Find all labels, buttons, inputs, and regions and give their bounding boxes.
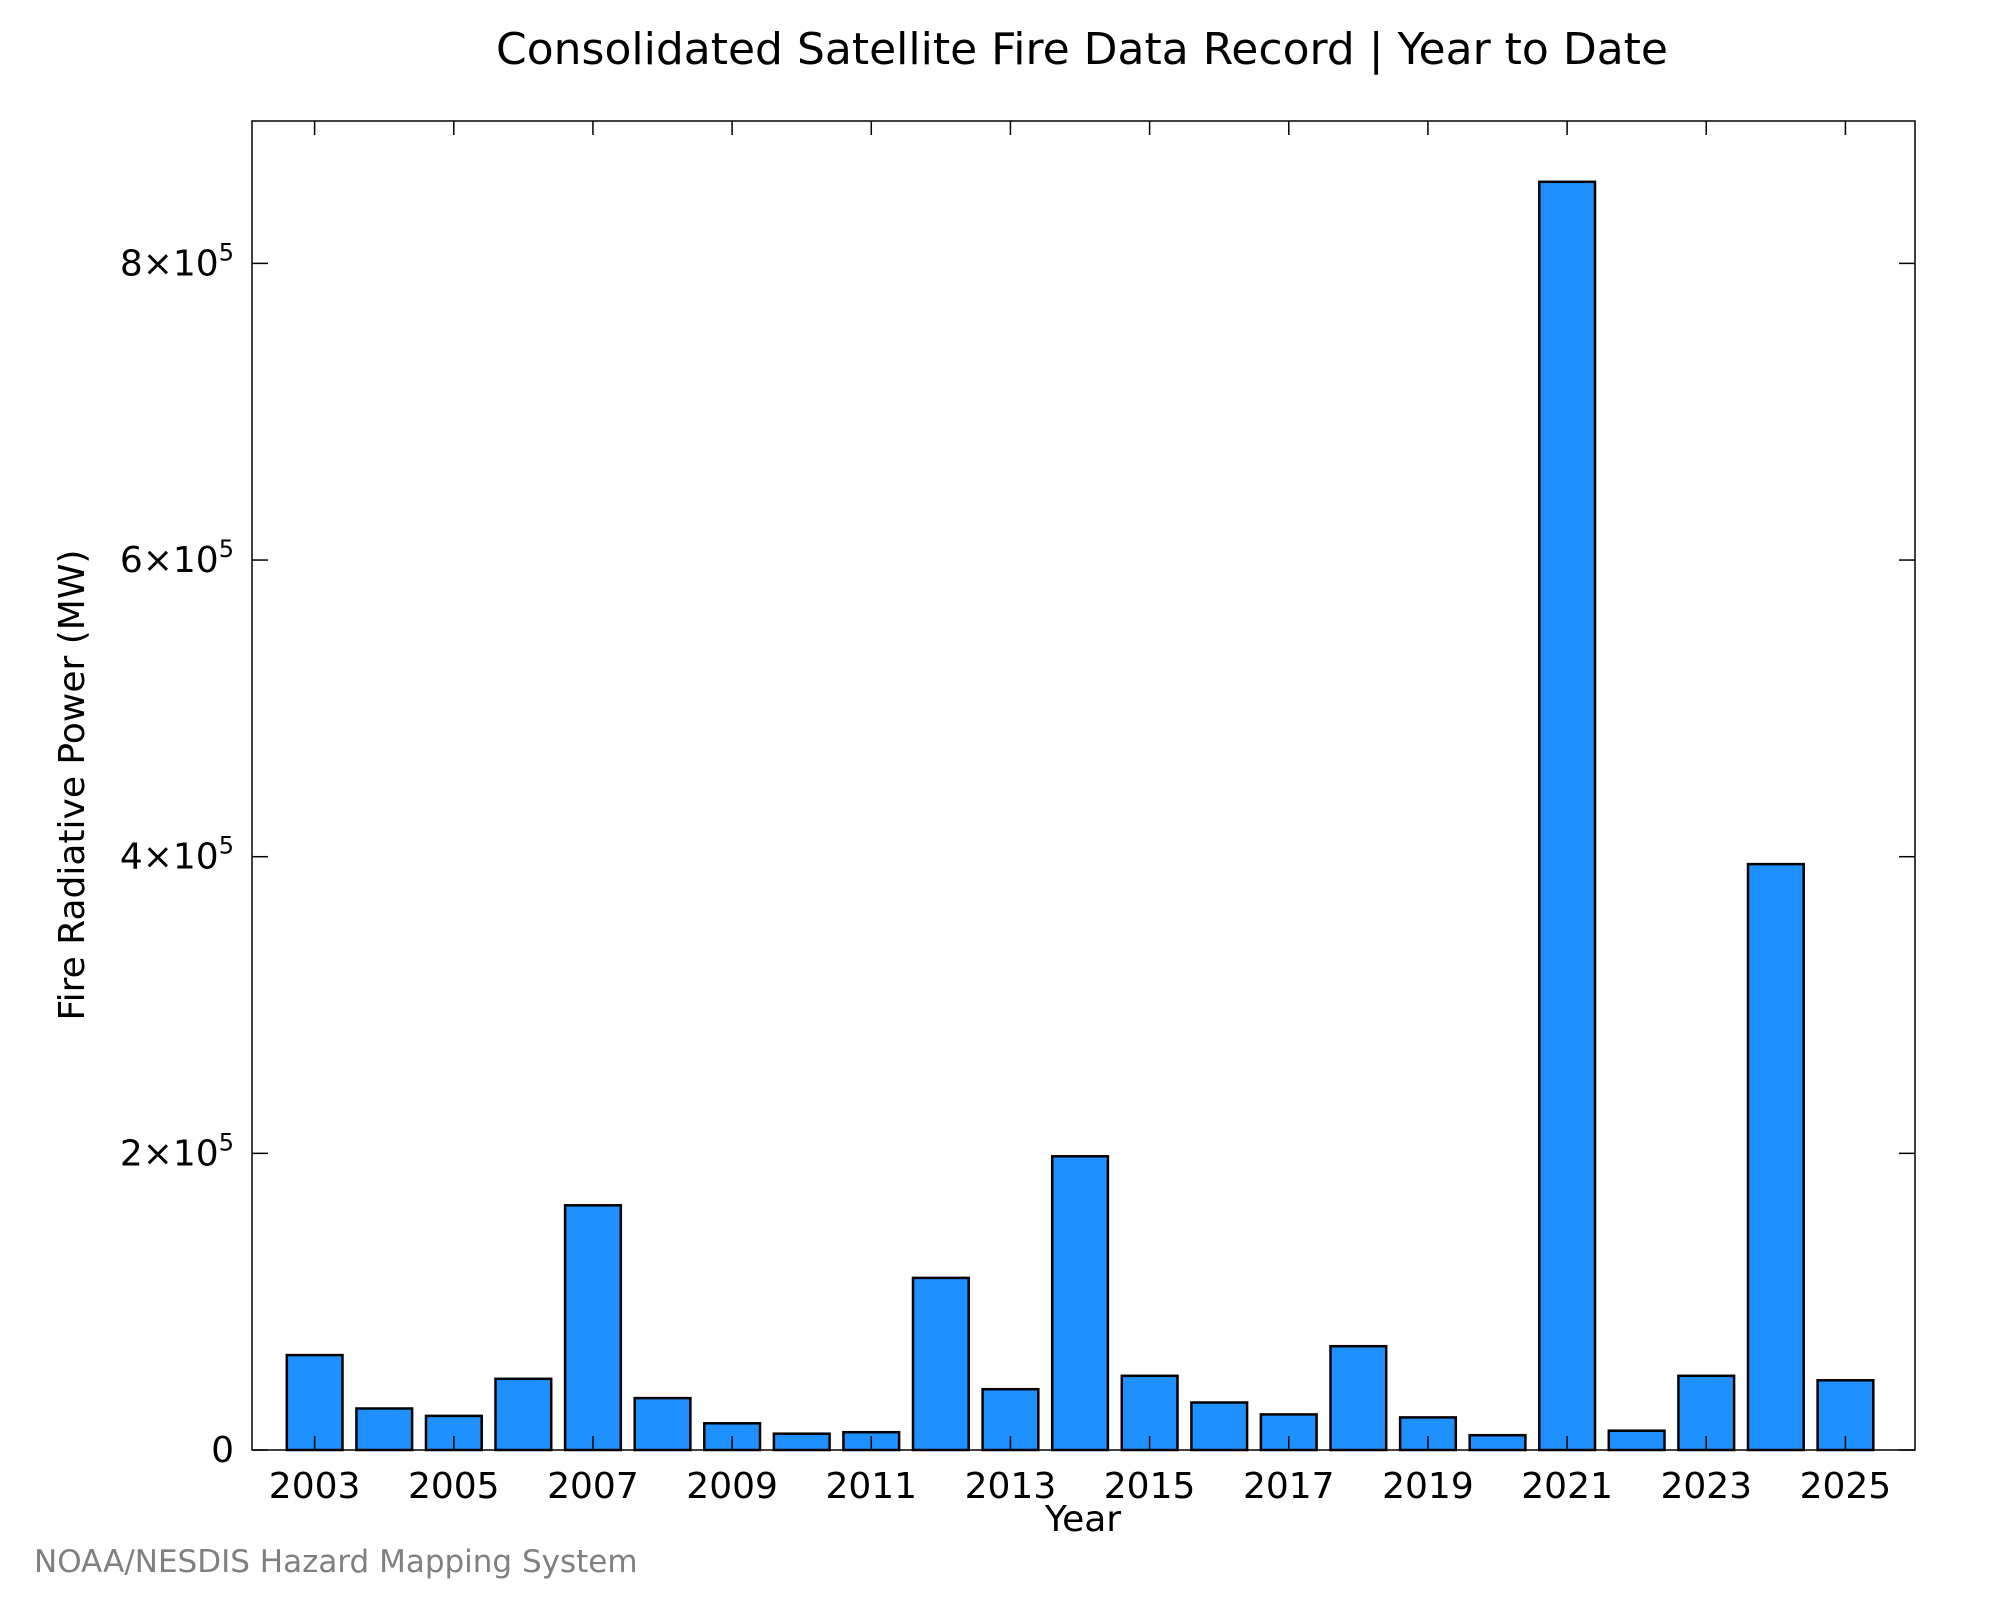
x-tick-label: 2009 (686, 1466, 778, 1507)
bar-2018 (1329, 1344, 1388, 1452)
y-tick-label: 2×105 (120, 1128, 234, 1174)
x-tick-label: 2017 (1243, 1466, 1335, 1507)
x-tick-label: 2023 (1660, 1466, 1752, 1507)
y-tick-label: 0 (211, 1430, 234, 1471)
chart-title: Consolidated Satellite Fire Data Record … (496, 24, 1668, 75)
x-axis-label: Year (1044, 1499, 1121, 1540)
bars-group (285, 180, 1875, 1452)
bar-2004 (355, 1407, 414, 1452)
x-tick-label: 2003 (269, 1466, 361, 1507)
bar-2021 (1538, 180, 1597, 1452)
y-axis-label: Fire Radiative Power (MW) (52, 550, 93, 1021)
y-tick-label: 8×105 (120, 238, 234, 284)
y-axis: 0 2×105 4×105 6×105 8×105 (120, 238, 1915, 1471)
bar-2003 (285, 1353, 344, 1452)
x-tick-label: 2019 (1382, 1466, 1474, 1507)
x-tick-label: 2025 (1800, 1466, 1892, 1507)
bar-2024 (1746, 862, 1805, 1452)
x-tick-label: 2005 (408, 1466, 500, 1507)
bar-2022 (1607, 1429, 1666, 1452)
x-tick-label: 2021 (1521, 1466, 1613, 1507)
bar-2016 (1190, 1401, 1249, 1452)
x-tick-label: 2015 (1104, 1466, 1196, 1507)
credit-text: NOAA/NESDIS Hazard Mapping System (34, 1544, 638, 1580)
bar-2006 (494, 1377, 553, 1452)
bar-2007 (563, 1204, 623, 1452)
x-axis: 2003 2005 2007 2009 2011 2013 2015 2017 2019 2021… (269, 121, 1891, 1507)
y-tick-label: 6×105 (120, 535, 234, 581)
bar-2008 (633, 1396, 692, 1452)
x-tick-label: 2013 (965, 1466, 1057, 1507)
x-tick-label: 2007 (547, 1466, 639, 1507)
x-tick-label: 2011 (825, 1466, 917, 1507)
bar-2020 (1468, 1433, 1527, 1452)
plot-frame (251, 120, 1916, 1451)
bar-2010 (772, 1432, 831, 1452)
y-tick-label: 4×105 (120, 832, 234, 878)
bar-2014 (1050, 1155, 1110, 1452)
bar-2012 (911, 1276, 970, 1452)
